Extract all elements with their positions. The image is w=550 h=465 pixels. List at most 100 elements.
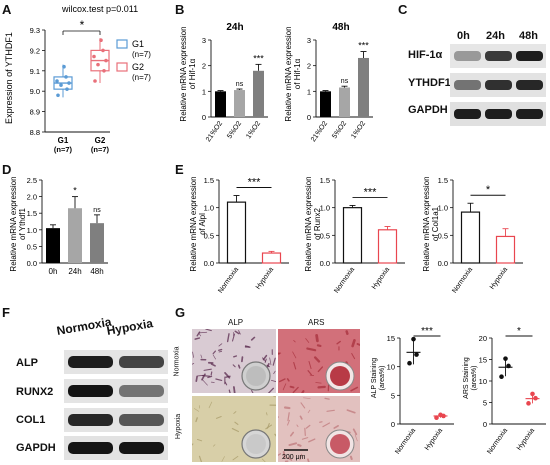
panel-g-ars-ytick-label-0: 0 bbox=[483, 420, 487, 429]
blot-c-time-24h: 24h bbox=[486, 30, 505, 42]
g-alp-n-fiber-49 bbox=[212, 350, 217, 355]
panel-g-alp-point-1-0 bbox=[434, 415, 439, 420]
g-ars-ylabel-l2: (area%) bbox=[471, 366, 478, 391]
blot-c-band-2-0 bbox=[454, 109, 481, 119]
panel-e-ylabel-runx2-l2: of Runx2 bbox=[313, 207, 322, 240]
g-alp-n-fiber-19 bbox=[272, 357, 276, 366]
legend-label-g2: G2 bbox=[132, 62, 144, 72]
blot-c-row-gapdh: GAPDH bbox=[408, 104, 448, 116]
g-ars-h-fiber-23 bbox=[307, 458, 310, 462]
panel-g-quant: ALP Staining (area%) ARS Staining (area%… bbox=[371, 326, 546, 456]
blot-f-row-gapdh: GAPDH bbox=[16, 442, 56, 454]
g-alp-n-fiber-2 bbox=[215, 378, 223, 382]
panel-e-2-ytick-label-2: 1.0 bbox=[438, 204, 448, 213]
legend-n-g1: (n=7) bbox=[132, 50, 151, 59]
g-alp-n-fiber-4 bbox=[198, 331, 208, 334]
panel-e-1-bar-1 bbox=[377, 229, 398, 264]
g-alp-n-fiber-46 bbox=[195, 375, 198, 382]
panel-a-ytick-label-0: 8.8 bbox=[30, 128, 40, 137]
blot-c-band-1-0 bbox=[454, 80, 481, 90]
g-alp-h-fiber-18 bbox=[212, 444, 216, 447]
panel-a-xtick-sub-1: (n=7) bbox=[91, 145, 110, 154]
panel-g-ars-point-0-2 bbox=[503, 356, 508, 361]
g-alp-n-fiber-7 bbox=[210, 363, 216, 367]
panel-a-point-0-6 bbox=[62, 64, 66, 69]
panel-b-title-48h: 48h bbox=[332, 22, 349, 33]
g-ars-n-fiber-16 bbox=[315, 334, 319, 343]
panel-a-ytick-label-1: 8.9 bbox=[30, 108, 40, 117]
panel-f-blot: Normoxia Hypoxia ALP RUNX2 COL1 GAPDH bbox=[2, 315, 174, 465]
g-ars-n-fiber-36 bbox=[356, 343, 360, 346]
panel-g-alp-xtick-label-1: Hypoxia bbox=[424, 427, 444, 452]
g-ars-h-fiber-28 bbox=[282, 451, 286, 459]
g-alp-n-fiber-31 bbox=[241, 356, 244, 363]
g-alp-n-fiber-0 bbox=[232, 364, 236, 368]
blot-c-row-ythdf1: YTHDF1 bbox=[408, 77, 451, 89]
g-ars-n-fiber-13 bbox=[292, 351, 297, 359]
panel-e-ylabel-runx2-l1: Relative mRNA expression bbox=[304, 176, 313, 271]
g-ars-n-fiber-1 bbox=[336, 340, 341, 345]
g-alp-h-fiber-19 bbox=[196, 439, 203, 442]
panel-b-48h-bar-0 bbox=[320, 91, 331, 117]
g-alp-n-fiber-25 bbox=[218, 343, 223, 347]
panel-d-xtick-label-0: 0h bbox=[49, 267, 58, 276]
panel-d-ytick-label-0: 0.0 bbox=[27, 259, 37, 268]
g-alp-n-fiber-41 bbox=[234, 330, 240, 335]
blot-f-row-runx2: RUNX2 bbox=[16, 386, 54, 398]
g-alp-h-fiber-23 bbox=[193, 408, 200, 412]
panel-e-1-ytick-label-3: 1.5 bbox=[320, 176, 330, 185]
blot-c-image bbox=[450, 44, 546, 126]
panel-g-ars-ytick-label-4: 20 bbox=[479, 334, 487, 343]
g-ars-n-fiber-25 bbox=[305, 338, 310, 343]
blot-c-row-hif: HIF-1α bbox=[408, 49, 443, 61]
blot-f-col-normoxia: Normoxia bbox=[55, 314, 113, 338]
panel-a-xtick-label-1: G2 bbox=[95, 136, 106, 145]
panel-letter-c: C bbox=[398, 2, 408, 17]
panel-b-ylabel-l2-b: of Hif-1α bbox=[293, 58, 302, 89]
panel-e-0-bar-1 bbox=[261, 252, 282, 264]
blot-f-band-3-1 bbox=[119, 442, 164, 454]
g-alp-n-fiber-50 bbox=[203, 368, 212, 371]
g-alp-n-fiber-20 bbox=[202, 379, 208, 386]
well-alp-normoxia-inner bbox=[246, 366, 266, 386]
panel-g-alp-xtick-label-0: Normoxia bbox=[394, 427, 417, 456]
panel-a-point-0-5 bbox=[64, 75, 68, 79]
g-alp-n-fiber-51 bbox=[271, 379, 276, 382]
panel-g-ars-point-1-0 bbox=[526, 401, 531, 406]
g-ars-h-fiber-26 bbox=[287, 412, 290, 422]
panel-b-ylabel-l1-a: Relative mRNA expression bbox=[179, 26, 188, 121]
panel-b-48h-xtick-label-1: 5%O2 bbox=[331, 120, 348, 140]
g-ars-n-fiber-7 bbox=[278, 378, 286, 383]
panel-a-point-1-3 bbox=[104, 58, 108, 63]
blot-f-band-1-1 bbox=[119, 385, 164, 397]
panel-a-point-0-0 bbox=[56, 93, 60, 98]
micrograph-ars-normoxia bbox=[278, 329, 360, 393]
panel-b-24h-ytick-label-1: 1 bbox=[202, 87, 206, 96]
g-ars-h-fiber-2 bbox=[287, 457, 293, 461]
g-ars-n-fiber-3 bbox=[313, 356, 321, 363]
panel-e-0-ytick-label-1: 0.5 bbox=[204, 231, 214, 240]
panel-a-point-0-1 bbox=[65, 87, 69, 91]
g-ars-n-fiber-17 bbox=[282, 383, 287, 391]
panel-b-24h-xtick-label-0: 21%O2 bbox=[205, 120, 224, 143]
panel-b-ylabel-l1-b: Relative mRNA expression bbox=[284, 26, 293, 121]
well-alp-hypoxia-inner bbox=[246, 434, 266, 454]
g-alp-h-fiber-15 bbox=[231, 427, 240, 433]
panel-letter-f: F bbox=[2, 305, 10, 320]
panel-b-24h-bar-1 bbox=[234, 90, 245, 117]
g-alp-n-fiber-55 bbox=[251, 390, 254, 393]
panel-g-alp-ytick-label-1: 5 bbox=[391, 391, 395, 400]
panel-e-0-ytick-label-0: 0.0 bbox=[204, 259, 214, 268]
panel-a-chart: wilcox.test p=0.011 8.8 8.9 9.0 9.1 9.2 9.3 G… bbox=[4, 4, 151, 154]
panel-e-1-bar-0 bbox=[342, 207, 363, 264]
blot-c-band-1-1 bbox=[485, 80, 512, 90]
g-row-label-normoxia: Normoxia bbox=[173, 346, 181, 377]
g-alp-n-fiber-3 bbox=[210, 371, 213, 376]
panel-e-1-ytick-label-0: 0.0 bbox=[320, 259, 330, 268]
legend-swatch-g2 bbox=[116, 62, 128, 72]
panel-d-xtick-label-2: 48h bbox=[90, 267, 103, 276]
g-alp-h-fiber-7 bbox=[234, 421, 239, 426]
g-alp-n-fiber-28 bbox=[225, 375, 231, 378]
panel-e-1-xtick-label-1: Hypoxia bbox=[371, 266, 391, 291]
panel-a-point-1-2 bbox=[96, 62, 100, 67]
